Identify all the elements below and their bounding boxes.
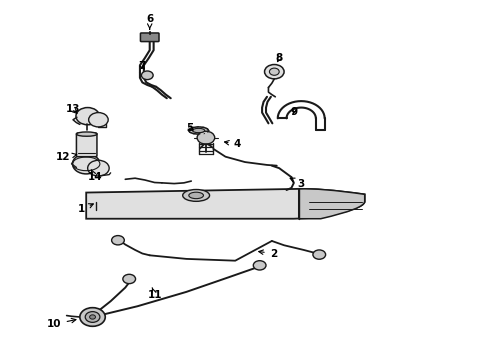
Circle shape xyxy=(80,308,105,326)
Ellipse shape xyxy=(183,189,210,201)
Circle shape xyxy=(270,68,279,75)
FancyBboxPatch shape xyxy=(141,33,159,41)
Text: 6: 6 xyxy=(146,14,153,29)
Text: 9: 9 xyxy=(290,107,297,117)
Ellipse shape xyxy=(193,129,205,133)
Circle shape xyxy=(265,64,284,79)
Circle shape xyxy=(123,274,136,284)
Text: 11: 11 xyxy=(147,288,162,301)
Text: 5: 5 xyxy=(187,123,194,133)
FancyBboxPatch shape xyxy=(76,133,97,157)
Circle shape xyxy=(88,160,109,176)
Text: 3: 3 xyxy=(290,178,305,189)
Circle shape xyxy=(313,250,326,259)
Circle shape xyxy=(85,312,100,322)
Text: 8: 8 xyxy=(275,53,283,63)
Circle shape xyxy=(253,261,266,270)
Text: 1: 1 xyxy=(78,204,93,215)
Circle shape xyxy=(90,315,96,319)
Text: 12: 12 xyxy=(56,152,77,162)
Ellipse shape xyxy=(76,132,97,136)
Circle shape xyxy=(73,154,100,174)
Text: 4: 4 xyxy=(224,139,241,149)
PathPatch shape xyxy=(86,189,365,219)
Circle shape xyxy=(76,108,99,125)
Circle shape xyxy=(89,113,108,127)
Text: 13: 13 xyxy=(66,104,80,114)
Circle shape xyxy=(197,131,215,144)
Ellipse shape xyxy=(189,192,203,199)
Ellipse shape xyxy=(189,127,208,134)
Text: 7: 7 xyxy=(139,61,146,71)
Text: 2: 2 xyxy=(259,248,277,258)
Text: 14: 14 xyxy=(88,170,102,183)
PathPatch shape xyxy=(299,189,365,219)
Text: 10: 10 xyxy=(47,318,76,329)
Circle shape xyxy=(142,71,153,80)
Circle shape xyxy=(112,235,124,245)
